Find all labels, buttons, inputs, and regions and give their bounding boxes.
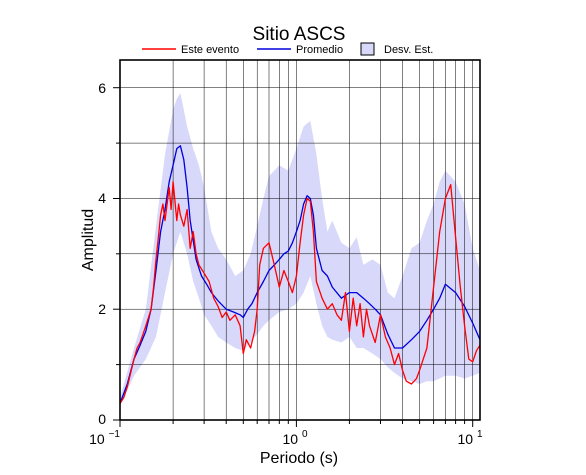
y-tick-label-0: 0 bbox=[98, 411, 106, 427]
legend-label-mean: Promedio bbox=[296, 44, 343, 56]
x-tick-label-1-base: 10 bbox=[282, 431, 298, 447]
x-tick-labels: 10 −1 10 0 10 1 bbox=[89, 429, 483, 447]
x-tick-label-1-exp: 0 bbox=[302, 429, 308, 440]
y-axis-title: Amplitud bbox=[80, 209, 97, 271]
legend-label-std: Desv. Est. bbox=[384, 44, 433, 56]
x-tick-label-0: 10 −1 bbox=[89, 429, 120, 447]
std-band-area bbox=[120, 93, 480, 407]
legend: Este evento Promedio Desv. Est. bbox=[142, 42, 433, 56]
y-tick-label-1: 2 bbox=[98, 301, 106, 317]
std-band bbox=[120, 93, 480, 407]
y-tick-label-2: 4 bbox=[98, 190, 106, 206]
grid bbox=[120, 60, 480, 420]
mean-series-line bbox=[119, 145, 481, 404]
plot-frame bbox=[119, 59, 481, 421]
legend-label-event: Este evento bbox=[181, 44, 239, 56]
x-tick-label-0-exp: −1 bbox=[109, 429, 121, 440]
plot-border bbox=[119, 59, 481, 421]
x-tick-label-2-exp: 1 bbox=[477, 429, 483, 440]
x-tick-label-2-base: 10 bbox=[457, 431, 473, 447]
event-series-line bbox=[119, 181, 481, 404]
x-tick-label-2: 10 1 bbox=[457, 429, 482, 447]
x-axis-title: Periodo (s) bbox=[260, 450, 338, 467]
x-tick-label-1: 10 0 bbox=[282, 429, 307, 447]
chart-title: Sitio ASCS bbox=[253, 24, 346, 45]
y-tick-labels: 0 2 4 6 bbox=[98, 80, 106, 427]
legend-swatch-std bbox=[360, 42, 375, 56]
y-tick-label-3: 6 bbox=[98, 80, 106, 96]
series-lines bbox=[119, 145, 481, 404]
x-tick-label-0-base: 10 bbox=[89, 431, 105, 447]
ticks bbox=[113, 87, 474, 427]
